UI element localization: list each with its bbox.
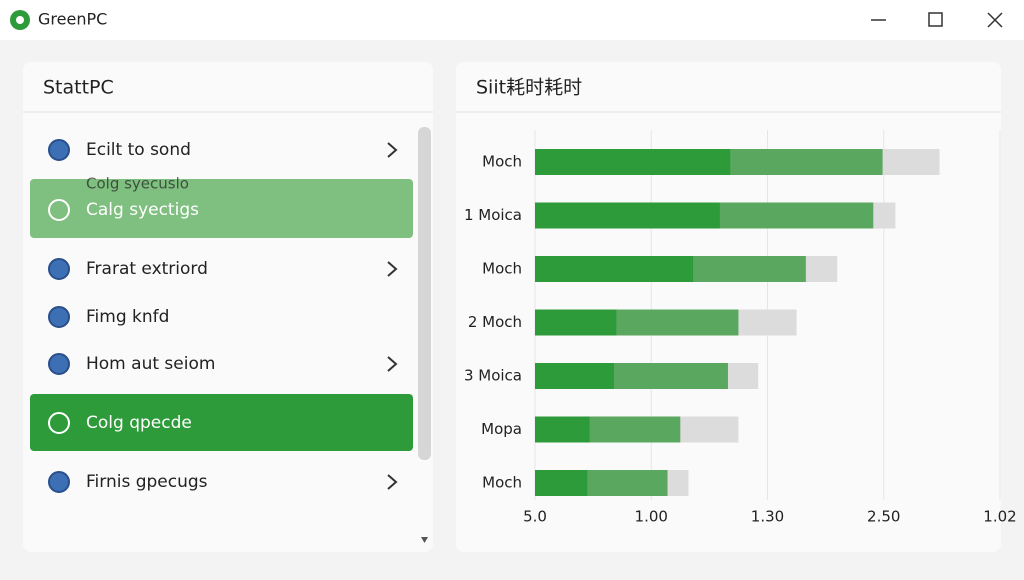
list-item-label[interactable]: Hom aut seiom xyxy=(86,354,215,374)
y-tick-label: Mopa xyxy=(481,420,522,438)
item-icon xyxy=(48,306,70,328)
bar xyxy=(535,416,590,443)
bar xyxy=(535,149,731,175)
scrollbar[interactable] xyxy=(418,127,431,460)
item-icon xyxy=(48,412,70,434)
bar xyxy=(535,309,617,336)
close[interactable] xyxy=(987,12,1003,28)
scroll-arrow[interactable] xyxy=(421,537,428,543)
y-tick-label: Moch xyxy=(482,474,522,492)
item-icon xyxy=(48,258,70,280)
y-tick-label: Moch xyxy=(482,260,522,278)
list-item-label[interactable]: Colg qpecde xyxy=(86,413,192,433)
chevron[interactable] xyxy=(387,261,398,277)
item-icon xyxy=(48,471,70,493)
y-tick-label: Moch xyxy=(482,153,522,171)
window-title: GreenPC xyxy=(38,10,107,29)
app-icon-dot xyxy=(16,16,24,24)
x-tick-label: 1.02 xyxy=(983,508,1016,526)
chevron[interactable] xyxy=(387,356,398,372)
list-item-selected[interactable] xyxy=(30,394,413,451)
x-tick-label: 5.0 xyxy=(523,508,547,526)
sidebar-panel xyxy=(23,62,433,552)
y-tick-label: 2 Moch xyxy=(468,313,522,331)
bar xyxy=(535,202,720,229)
item-icon xyxy=(48,353,70,375)
bar xyxy=(535,363,615,389)
list-item-hover[interactable] xyxy=(30,179,413,238)
x-tick-label: 1.00 xyxy=(635,508,668,526)
item-icon xyxy=(48,139,70,161)
list-item-label[interactable]: Firnis gpecugs xyxy=(86,472,208,492)
y-tick-label: 3 Moica xyxy=(464,367,522,385)
chevron[interactable] xyxy=(387,474,398,490)
bar xyxy=(535,470,588,496)
list-item-label[interactable]: Fimg knfd xyxy=(86,307,169,327)
list-item-label[interactable]: Calg syectigs xyxy=(86,200,199,220)
y-tick-label: 1 Moica xyxy=(464,206,522,224)
item-icon xyxy=(48,199,70,221)
chevron[interactable] xyxy=(387,142,398,158)
chart-title: Siit耗时耗时 xyxy=(476,77,582,99)
sidebar-title: StattPC xyxy=(43,77,114,99)
ghost-label: Colg syecuslo xyxy=(86,175,189,193)
list-item-label[interactable]: Ecilt to sond xyxy=(86,140,191,160)
maximize[interactable] xyxy=(928,12,943,27)
x-tick-label: 1.30 xyxy=(751,508,784,526)
title-bar xyxy=(0,0,1024,40)
x-tick-label: 2.50 xyxy=(867,508,900,526)
list-item-label[interactable]: Frarat extriord xyxy=(86,259,208,279)
bar xyxy=(535,256,694,282)
